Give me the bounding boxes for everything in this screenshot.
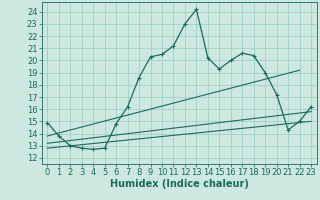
X-axis label: Humidex (Indice chaleur): Humidex (Indice chaleur) <box>110 179 249 189</box>
